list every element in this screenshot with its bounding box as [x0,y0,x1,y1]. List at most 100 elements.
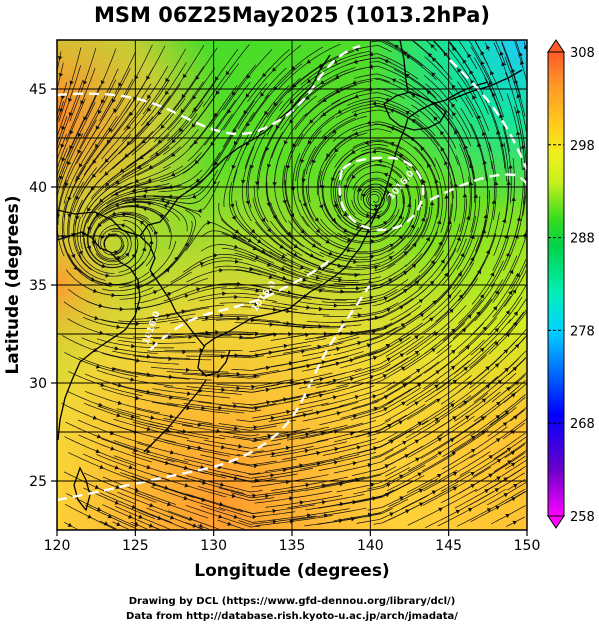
streamline-arrow [307,140,312,145]
coastline-hokkaido [383,91,447,131]
streamline-arrow [480,50,485,56]
streamline-arrow [252,493,257,499]
streamline-arrow [234,229,240,234]
streamline-arrow [499,113,504,119]
streamline-arrow [384,59,389,64]
streamline-arrow [431,490,437,495]
streamline-arrow [253,463,258,469]
streamline-arrow [187,445,192,450]
streamline-arrow [354,395,360,400]
y-axis-title: Latitude (degrees) [3,195,23,374]
streamline-arrow [286,231,292,236]
streamline-arrow [400,366,406,371]
streamline-arrow [479,294,484,299]
streamline-arrow [183,495,188,501]
streamline-arrow [169,515,175,520]
streamline-arrow [421,179,427,184]
streamline-arrow [103,521,109,526]
streamline-arrow [436,474,442,478]
streamline-arrow [104,158,109,163]
streamline-arrow [234,353,239,358]
streamline-arrow [60,143,65,149]
streamline-arrow [146,75,151,80]
streamline-arrow [488,80,493,86]
streamline-arrow [254,405,259,411]
streamline-arrow [405,111,410,115]
streamline-arrow [317,344,322,350]
streamline-arrow [402,383,407,388]
streamline-arrow [215,90,220,95]
streamline-arrow [494,290,499,295]
streamline-arrow [496,476,501,481]
streamline-arrow [215,329,220,335]
streamline-arrow [169,450,175,455]
streamline-arrow [496,459,502,463]
streamline-arrow [490,70,495,76]
streamline-arrow [157,515,162,521]
streamline-arrow [270,415,275,421]
streamline-arrow [415,457,420,462]
streamline-arrow [437,437,442,442]
streamline-arrow [193,107,198,112]
streamline-arrow [193,140,198,145]
streamline-arrow [252,246,257,251]
streamline-arrow [367,463,372,468]
colorbar-tick-label: 308 [570,46,595,61]
streamline-arrow [414,350,420,355]
streamline-arrow [388,183,393,188]
streamline-arrow [343,228,348,233]
coastline-china-korea [57,54,331,348]
streamline-arrow [241,179,246,184]
streamline-arrow [301,178,306,183]
streamline-arrow [198,523,204,528]
streamline-arrow [269,322,274,327]
streamline-arrow [61,126,66,131]
streamline-arrow [352,461,357,466]
streamline-arrow [299,500,304,505]
streamline-arrow [353,259,358,265]
streamline-arrow [506,181,511,185]
streamline-arrow [170,172,176,177]
streamline-arrow [440,259,445,264]
streamline-arrow [222,291,227,296]
x-tick-label: 125 [122,538,149,554]
streamline-arrow [202,480,207,485]
streamline-arrow [435,370,440,375]
streamline-arrow [207,220,212,225]
streamline-arrow [495,438,501,443]
streamline-arrow [388,278,393,283]
streamline-arrow [435,398,441,403]
isobar-ne [449,59,527,171]
streamline-arrow [87,514,92,519]
streamline-arrow [427,53,433,58]
streamline-arrow [265,387,270,393]
streamline-arrow [314,217,319,222]
streamline-arrow [149,503,154,508]
streamline-arrow [139,221,145,226]
streamline-arrow [199,347,204,353]
streamline-arrow [451,328,456,333]
streamline-arrow [78,250,83,255]
streamline-arrow [124,153,129,158]
streamline-arrow [443,52,448,57]
streamline-arrow [268,350,273,355]
streamline-arrow [300,229,305,234]
streamline-arrow [462,400,468,405]
streamline-arrow [266,227,272,233]
streamline-arrow [416,383,422,388]
streamline-arrow [199,262,205,267]
streamline-arrow [494,363,500,368]
credit-drawing: Drawing by DCL (https://www.gfd-dennou.o… [129,596,456,607]
streamline-arrow [434,384,439,389]
wind-streamlines [57,40,527,530]
streamline-arrow [481,398,487,403]
streamline-arrow [282,467,288,473]
streamline-arrow [456,236,461,241]
streamline-arrow [452,416,457,421]
streamline-arrow [272,519,277,524]
streamline-arrow [373,406,379,411]
streamline-arrow [219,501,224,507]
streamline-arrow [265,365,271,371]
streamline-arrow [179,127,184,133]
